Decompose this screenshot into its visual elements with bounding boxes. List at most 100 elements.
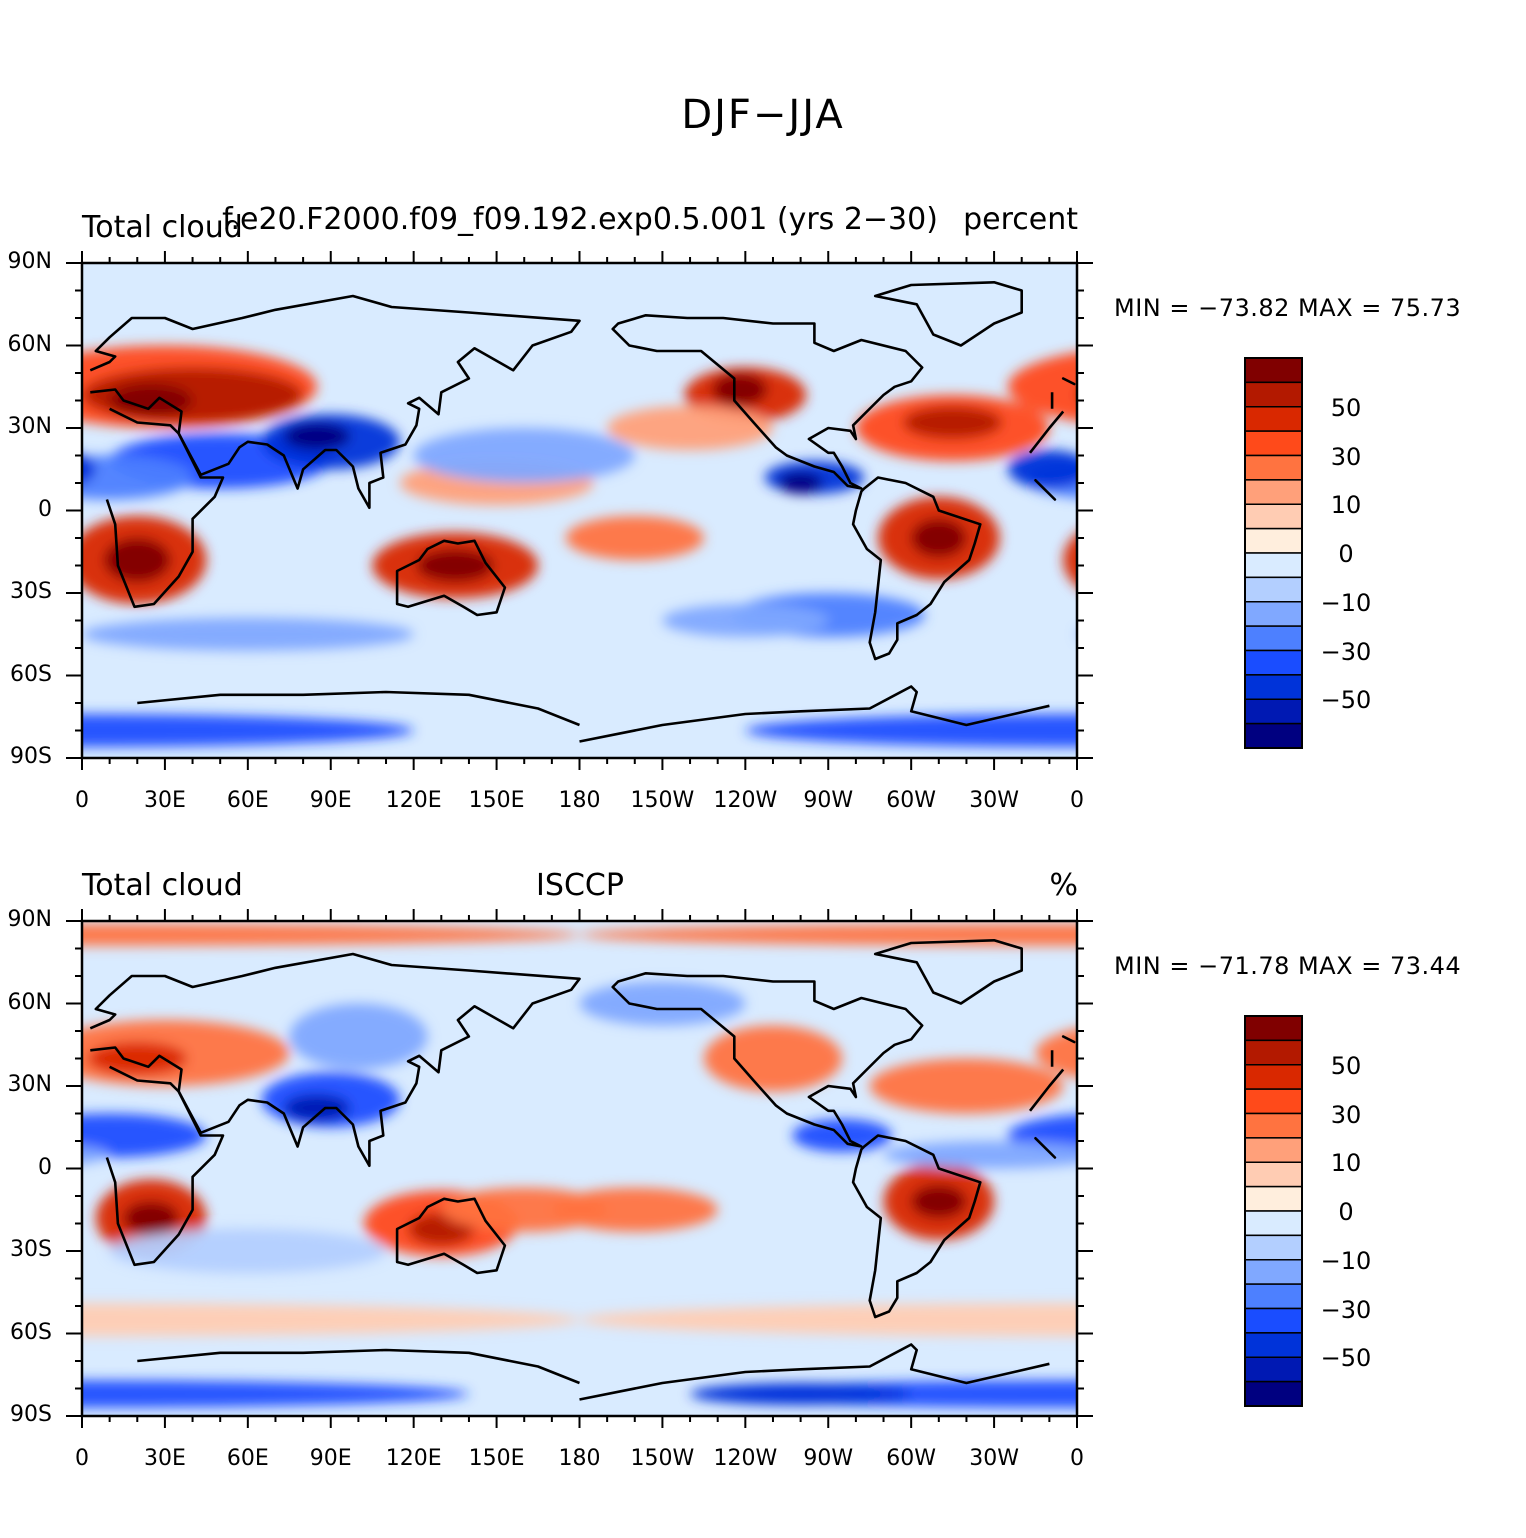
coastline-eurasia — [0, 296, 79, 508]
coastline-africa — [105, 1065, 1065, 1267]
colorbar-swatch — [1244, 381, 1303, 408]
anomaly-region — [1063, 533, 1077, 587]
anomaly-region — [1099, 538, 1165, 582]
colorbar-swatch — [1244, 1283, 1303, 1310]
lon-tick-label: 60E — [226, 788, 269, 813]
colorbar-swatch — [1244, 454, 1303, 481]
anomaly-region — [607, 406, 773, 450]
colorbar-swatch — [1244, 674, 1303, 700]
anomaly-region — [289, 1003, 428, 1070]
anomaly-region — [911, 1185, 967, 1218]
anomaly-region — [87, 1042, 188, 1075]
colorbar — [1244, 357, 1303, 749]
min-max-readout: MIN = −73.82 MAX = 75.73 — [1114, 294, 1462, 322]
coastline-antarctica — [137, 1343, 1050, 1401]
anomaly-region — [82, 1303, 580, 1337]
anomaly-region — [82, 1145, 110, 1164]
colorbar-swatch — [1244, 649, 1303, 676]
colorbar-label: −50 — [1320, 1344, 1372, 1373]
anomaly-region — [283, 1094, 351, 1122]
anomaly-region — [1403, 1213, 1469, 1246]
lon-tick-label: 90E — [309, 788, 352, 813]
panel-left-title: Total cloud — [82, 868, 243, 903]
lon-tick-label: 0 — [1070, 788, 1084, 813]
colorbar-swatch — [1244, 1064, 1303, 1090]
anomaly-region — [82, 714, 414, 747]
lon-tick-label: 30E — [143, 1446, 186, 1471]
colorbar — [1244, 1015, 1303, 1407]
colorbar-swatch — [1244, 479, 1303, 505]
anomaly-region — [579, 981, 746, 1026]
panel-right-title: % — [1049, 868, 1078, 903]
lon-tick-label: 150W — [630, 1446, 695, 1471]
anomaly-region — [1367, 533, 1526, 599]
figure-title: DJF−JJA — [681, 92, 845, 138]
anomaly-region — [1436, 1188, 1526, 1232]
anomaly-region — [902, 406, 1003, 439]
lon-tick-label: 90W — [803, 1446, 854, 1471]
coastline-namerica — [611, 314, 924, 490]
panel-center-title: f.e20.F2000.f09_f09.192.exp0.5.001 (yrs … — [222, 202, 938, 237]
lat-tick-label: 60S — [10, 661, 52, 687]
colorbar-swatch — [1244, 1356, 1303, 1383]
anomaly-region — [690, 1383, 912, 1405]
lon-tick-label: 150E — [468, 788, 525, 813]
anomaly-region — [662, 604, 829, 637]
axis-ticks — [66, 251, 1093, 770]
coastlines — [0, 939, 1076, 1401]
anomaly-region — [869, 1058, 1064, 1114]
colorbar-swatch — [1244, 1380, 1303, 1407]
anomaly-region — [82, 923, 580, 946]
model-panel: Total cloud f.e20.F2000.f09_f09.192.exp0… — [0, 180, 1526, 830]
anomaly-region — [1007, 352, 1077, 422]
coastline-antarctica — [137, 685, 1050, 743]
coastline-africa — [105, 407, 1065, 609]
colorbar-label: −10 — [1320, 1246, 1372, 1275]
lon-tick-label: 30W — [969, 1446, 1019, 1471]
anomaly-region — [1411, 549, 1488, 582]
anomaly-region — [1359, 1191, 1514, 1257]
colorbar-swatch — [1244, 1307, 1303, 1334]
anomaly-region — [82, 1113, 207, 1158]
colorbar-swatch — [1244, 552, 1303, 579]
lon-tick-label: 0 — [75, 788, 89, 813]
lat-tick-label: 60N — [7, 331, 52, 357]
anomaly-region — [1105, 384, 1188, 417]
map-figure — [0, 909, 1526, 1428]
anomaly-region — [579, 1303, 1077, 1337]
anomaly-region — [1083, 1042, 1183, 1075]
coastline-eurasia — [0, 954, 79, 1166]
lat-tick-label: 90S — [10, 744, 52, 769]
colorbar-swatch — [1244, 406, 1303, 432]
anomaly-region — [712, 373, 768, 406]
colorbar-swatch — [1244, 357, 1303, 384]
anomaly-region — [82, 1380, 469, 1408]
lon-tick-label: 150W — [630, 788, 695, 813]
lat-tick-label: 90N — [7, 907, 52, 932]
coastlines — [0, 281, 1076, 743]
anomaly-region — [778, 472, 823, 494]
coastline-samerica — [851, 476, 982, 661]
anomaly-region — [745, 714, 1077, 747]
lon-tick-label: 120W — [713, 1446, 778, 1471]
anomaly-region — [1409, 428, 1526, 483]
colorbar-swatch — [1244, 1161, 1303, 1188]
colorbar-label: 50 — [1330, 1051, 1362, 1080]
min-max-readout: MIN = −71.78 MAX = 73.44 — [1114, 952, 1462, 980]
colorbar-swatch — [1244, 1185, 1303, 1212]
anomaly-region — [703, 1025, 843, 1092]
lon-tick-label: 120W — [713, 788, 778, 813]
colorbar-swatch — [1244, 698, 1303, 725]
colorbar-swatch — [1244, 1039, 1303, 1066]
colorbar-label: 0 — [1338, 540, 1354, 568]
lat-tick-label: 90N — [7, 249, 52, 274]
colorbar-swatch — [1244, 430, 1303, 457]
coastline-australia — [395, 1197, 507, 1275]
anomaly-region — [565, 516, 704, 560]
lon-tick-label: 90E — [309, 1446, 352, 1471]
anomaly-region — [441, 1187, 608, 1232]
colorbar-swatch — [1244, 1259, 1303, 1285]
coastline-greenland — [873, 281, 1023, 347]
lat-tick-label: 60S — [10, 1319, 52, 1345]
colorbar-swatch — [1244, 576, 1303, 603]
